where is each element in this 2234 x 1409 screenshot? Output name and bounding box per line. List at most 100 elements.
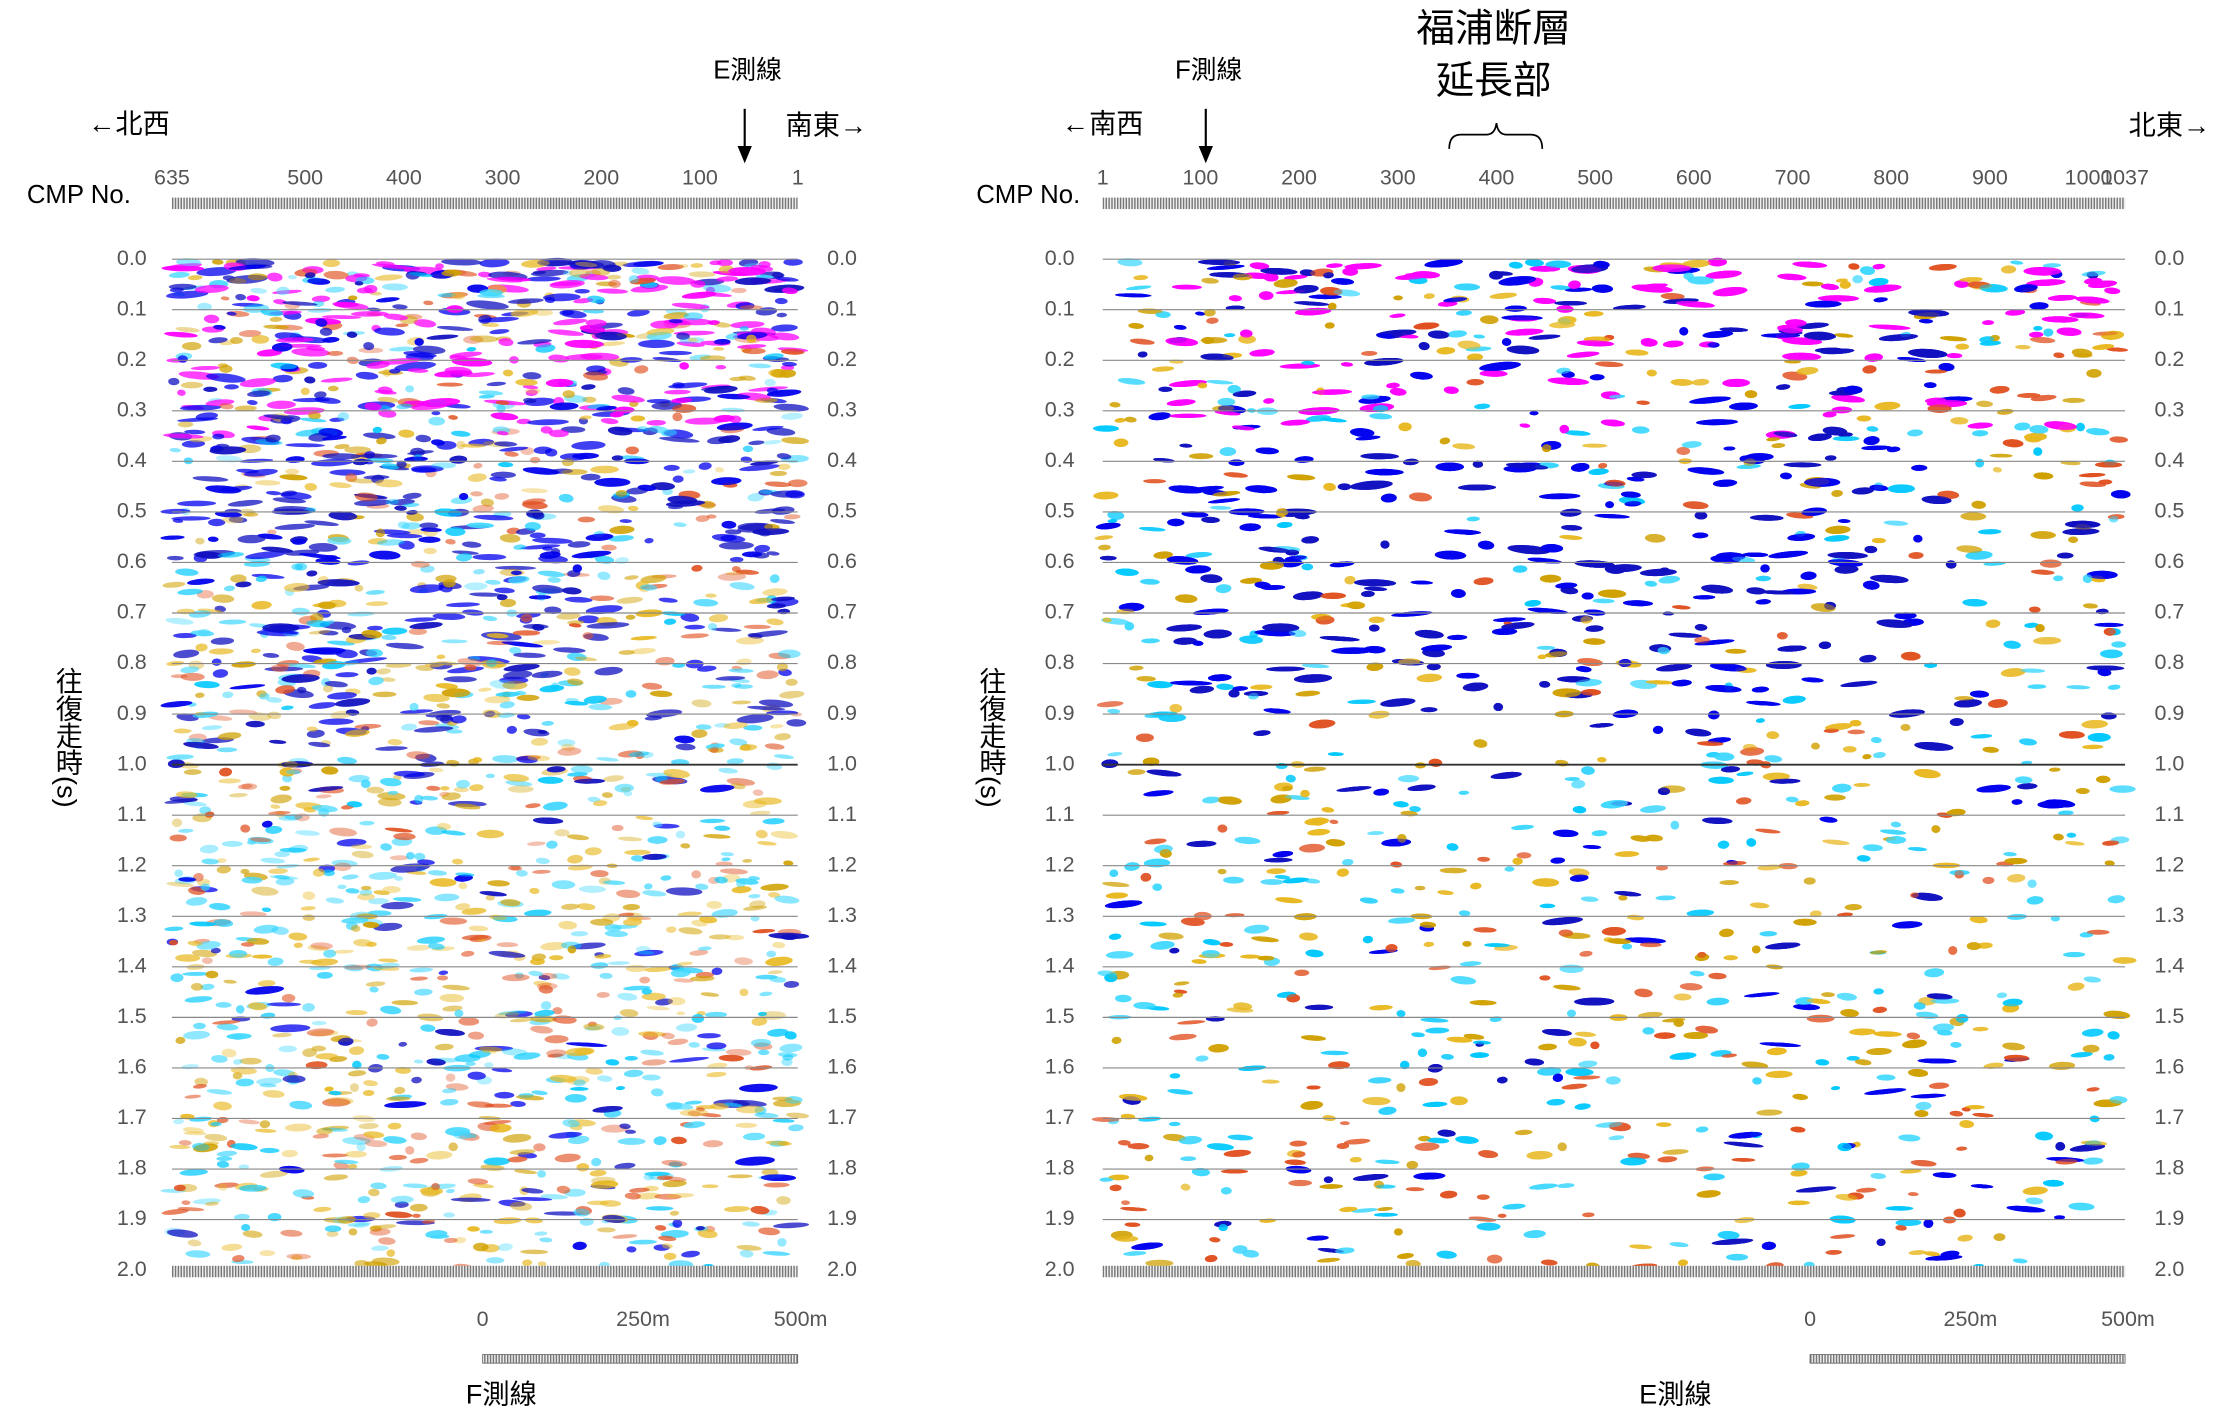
reflection: [673, 522, 687, 528]
reflection: [385, 827, 413, 833]
reflection: [337, 885, 346, 889]
reflection: [217, 747, 238, 752]
reflection: [521, 488, 548, 494]
scale-bar: [483, 1355, 798, 1364]
reflection: [212, 669, 228, 679]
reflection: [462, 541, 482, 548]
reflection: [276, 286, 290, 295]
reflection: [685, 1100, 703, 1105]
reflection: [642, 1074, 661, 1080]
reflection: [321, 766, 338, 775]
reflection: [603, 880, 625, 885]
reflection: [258, 980, 276, 987]
reflection: [700, 819, 725, 824]
reflection: [206, 971, 219, 979]
reflection: [532, 584, 565, 595]
reflection: [529, 887, 540, 894]
reflection: [179, 1140, 192, 1146]
reflection: [531, 1090, 548, 1096]
reflection: [285, 443, 325, 448]
reflection: [736, 637, 764, 645]
reflection: [426, 334, 458, 341]
reflection: [721, 521, 736, 529]
reflection: [676, 743, 696, 751]
reflection: [443, 1212, 455, 1218]
reflection: [580, 1218, 594, 1226]
reflection: [664, 465, 680, 471]
time-tick-label: 2.0: [117, 1257, 147, 1281]
reflection: [721, 857, 731, 861]
reflection: [538, 777, 564, 784]
reflection: [772, 942, 785, 949]
reflection: [578, 517, 595, 523]
reflection: [288, 932, 307, 941]
reflection: [657, 264, 684, 271]
reflection: [442, 688, 471, 697]
time-tick-label: 0.8: [117, 650, 147, 674]
reflection: [162, 581, 185, 588]
reflection: [679, 362, 689, 370]
reflection: [522, 372, 541, 380]
reflection: [183, 1030, 210, 1040]
reflection: [602, 792, 613, 798]
reflection: [222, 841, 243, 847]
reflection: [779, 690, 805, 699]
reflection: [185, 1250, 210, 1258]
reflection: [246, 721, 265, 728]
reflection: [661, 611, 685, 617]
reflection: [672, 475, 683, 483]
reflection: [486, 1257, 504, 1263]
reflection: [781, 412, 803, 420]
reflection: [646, 1005, 669, 1011]
reflection: [403, 1183, 428, 1188]
reflection: [703, 833, 731, 839]
reflection: [703, 1140, 724, 1148]
reflection: [530, 1025, 554, 1035]
reflection: [372, 692, 396, 698]
reflection: [170, 973, 183, 982]
time-tick-label: 1.0: [827, 751, 857, 775]
reflection: [435, 1028, 465, 1037]
reflection: [195, 692, 205, 698]
time-tick-label: 0.9: [827, 701, 857, 725]
reflection: [599, 973, 612, 979]
reflection: [366, 601, 389, 606]
reflection: [559, 309, 587, 319]
reflection: [426, 785, 440, 791]
reflection: [392, 304, 408, 310]
reflection: [236, 1078, 255, 1086]
reflection: [731, 886, 751, 894]
reflection: [542, 721, 554, 726]
reflection: [531, 670, 563, 680]
reflection: [281, 705, 294, 710]
reflection: [590, 595, 614, 601]
reflection: [181, 382, 203, 389]
reflection: [647, 399, 672, 403]
reflection: [527, 419, 569, 426]
time-tick-label: 1.7: [117, 1105, 147, 1129]
reflection: [487, 880, 510, 887]
time-tick-label: 1.5: [827, 1004, 857, 1028]
reflection: [594, 666, 623, 677]
reflection: [762, 439, 782, 445]
reflection: [773, 1119, 795, 1123]
reflection: [566, 1041, 608, 1047]
reflection: [322, 1098, 350, 1107]
reflection: [572, 1241, 587, 1250]
reflection: [691, 699, 711, 708]
reflection: [759, 991, 772, 997]
reflection: [690, 263, 703, 268]
reflection: [766, 762, 783, 771]
reflection: [737, 343, 767, 349]
reflection: [489, 328, 509, 335]
reflection: [351, 311, 389, 317]
time-tick-label: 1.1: [827, 802, 857, 826]
reflection: [530, 958, 545, 965]
reflection: [263, 653, 280, 659]
reflection: [466, 347, 476, 352]
reflection: [530, 457, 541, 464]
reflection: [370, 1182, 387, 1189]
reflection: [216, 1002, 232, 1008]
reflection: [445, 1073, 455, 1082]
reflection: [681, 1250, 700, 1258]
